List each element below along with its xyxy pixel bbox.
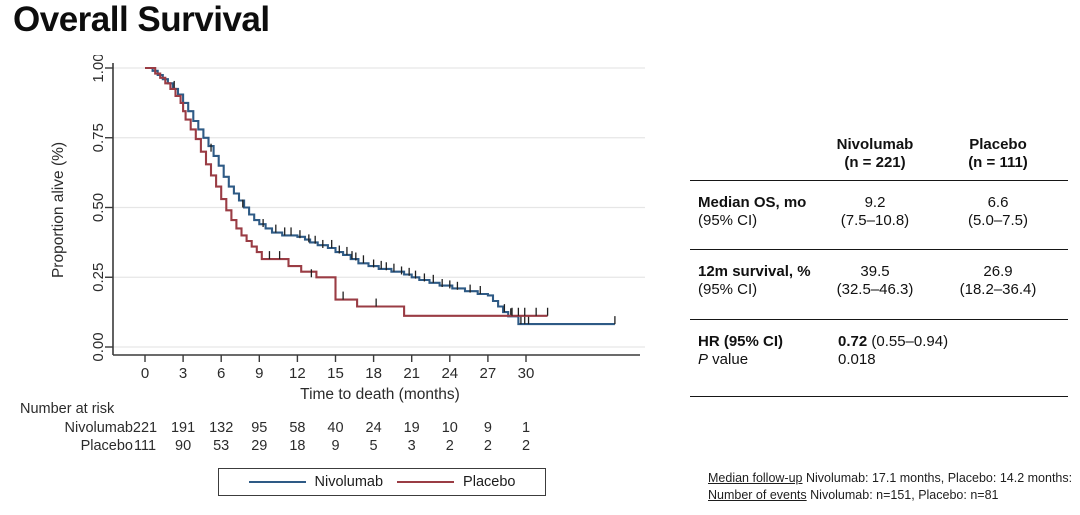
survival-curve-placebo (145, 66, 548, 317)
risk-count: 53 (213, 438, 230, 454)
risk-count: 3 (407, 438, 416, 454)
x-tick-label: 15 (327, 365, 344, 382)
stats-table: Nivolumab (n = 221) Placebo (n = 111) Me… (690, 134, 1068, 398)
legend-label: Placebo (463, 474, 516, 490)
km-plot: 0.00 0.25 0.50 0.75 1.00 0 3 6 9 12 15 18 21 24 27 30 T… (50, 55, 645, 403)
risk-count: 90 (175, 438, 192, 454)
row-12m-survival: 12m survival, % (95% CI) 39.5 (32.5–46.3… (698, 263, 1037, 299)
table-rule (690, 179, 1068, 181)
y-tick-label: 0.25 (90, 263, 107, 292)
x-tick-label: 0 (141, 365, 149, 382)
y-tick-label: 0.00 (90, 332, 107, 361)
risk-count: 191 (170, 420, 196, 436)
risk-table-title: Number at risk (20, 401, 115, 417)
risk-count: 10 (441, 420, 458, 436)
x-axis-title: Time to death (months) (300, 386, 460, 403)
footnote-median-followup: Median follow-up Nivolumab: 17.1 months,… (708, 471, 1073, 485)
tick-labels: 0.00 0.25 0.50 0.75 1.00 0 3 6 9 12 15 18 21 24 27 30 (90, 55, 534, 382)
nivolumab-line-swatch (248, 481, 306, 483)
risk-count: 29 (251, 438, 268, 454)
risk-count: 1 (521, 420, 531, 436)
x-tick-label: 18 (365, 365, 382, 382)
placebo-line-swatch (397, 481, 455, 483)
risk-count: 58 (289, 420, 306, 436)
legend-item-nivolumab: Nivolumab (248, 474, 384, 490)
risk-count: 18 (289, 438, 306, 454)
x-tick-label: 27 (480, 365, 497, 382)
row-median-os: Median OS, mo (95% CI) 9.2 (7.5–10.8) 6.… (698, 193, 1029, 229)
risk-count: 40 (327, 420, 344, 436)
y-tick-label: 0.50 (90, 193, 107, 222)
table-rule (690, 318, 1068, 320)
survival-curves (145, 66, 616, 326)
footnotes: Median follow-up Nivolumab: 17.1 months,… (708, 470, 1072, 503)
y-tick-label: 1.00 (90, 55, 107, 83)
table-rule (690, 396, 1068, 398)
survival-curve-nivolumab (145, 66, 615, 326)
risk-count: 111 (133, 438, 157, 454)
footnote-number-of-events: Number of events Nivolumab: n=151, Place… (708, 487, 999, 502)
gridlines (113, 67, 645, 348)
x-tick-label: 12 (289, 365, 306, 382)
col-header-nivolumab: Nivolumab (n = 221) (836, 136, 914, 172)
y-tick-label: 0.75 (90, 123, 107, 152)
risk-row-label-nivolumab: Nivolumab (64, 420, 134, 436)
x-tick-label: 6 (217, 365, 225, 382)
legend-label: Nivolumab (314, 474, 384, 490)
risk-count: 5 (369, 438, 378, 454)
x-tick-label: 9 (255, 365, 263, 382)
x-tick-label: 21 (403, 365, 420, 382)
risk-count: 2 (483, 438, 492, 454)
x-tick-label: 3 (179, 365, 187, 382)
risk-count: 221 (132, 420, 158, 436)
x-tick-label: 30 (518, 365, 535, 382)
col-header-placebo: Placebo (n = 111) (968, 136, 1028, 172)
stats-table-header: Nivolumab (n = 221) Placebo (n = 111) (690, 134, 1068, 180)
risk-count: 9 (483, 420, 492, 436)
risk-count: 132 (209, 420, 234, 436)
risk-count: 95 (251, 420, 268, 436)
axes (105, 63, 640, 362)
y-axis-title: Proportion alive (%) (50, 142, 67, 278)
risk-count: 24 (365, 420, 382, 436)
risk-count: 19 (403, 420, 420, 436)
legend-item-placebo: Placebo (397, 474, 515, 490)
row-hazard-ratio: HR (95% CI) P value 0.72 (0.55–0.94) 0.0… (698, 332, 949, 369)
table-rule (690, 249, 1068, 251)
risk-count: 9 (331, 438, 340, 454)
risk-row-label-placebo: Placebo (80, 438, 133, 454)
risk-count: 2 (521, 438, 531, 454)
page-title: Overall Survival (13, 0, 270, 39)
legend: Nivolumab Placebo (218, 468, 546, 496)
x-tick-label: 24 (441, 365, 458, 382)
risk-count: 2 (445, 438, 454, 454)
